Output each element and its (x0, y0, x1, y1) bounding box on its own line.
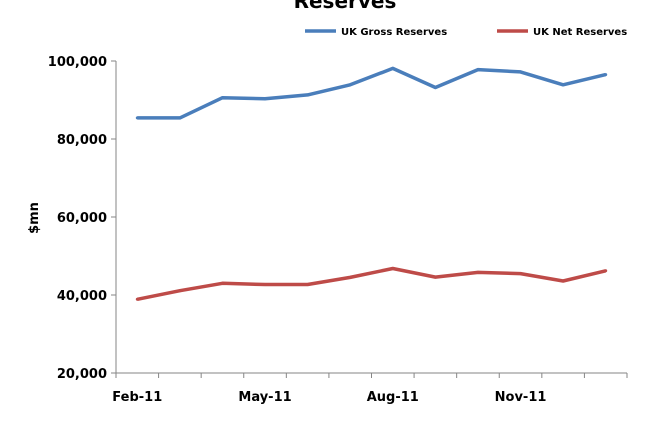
y-tick-label-40-000: 40,000 (57, 289, 107, 304)
axes: 20,000 40,000 60,000 80,000 100,000 Feb-11 May… (48, 55, 628, 405)
data-point-uk-net-reserves-dec-11 (561, 279, 565, 283)
legend-label-uk-net-reserves: UK Net Reserves (533, 27, 627, 38)
y-tick-label-80-000: 80,000 (57, 133, 107, 148)
y-tick-label-100-000: 100,000 (48, 55, 107, 70)
data-point-uk-gross-reserves-apr-11 (221, 96, 224, 100)
chart-title: Reserves (294, 0, 397, 13)
data-point-uk-net-reserves-jan-12 (604, 269, 608, 273)
data-point-uk-net-reserves-oct-11 (476, 270, 480, 274)
x-tick-label-aug-11: Aug-11 (367, 390, 419, 405)
x-tick-label-feb-11: Feb-11 (112, 390, 162, 405)
data-point-uk-net-reserves-feb-11 (135, 297, 139, 301)
x-tick-label-may-11: May-11 (238, 390, 291, 405)
legend: UK Gross Reserves UK Net Reserves (305, 27, 627, 38)
y-tick-label-20-000: 20,000 (57, 367, 107, 382)
data-point-uk-gross-reserves-sep-11 (433, 86, 437, 89)
data-point-uk-net-reserves-sep-11 (433, 275, 437, 279)
data-point-uk-net-reserves-nov-11 (519, 272, 522, 276)
data-point-uk-net-reserves-jun-11 (306, 283, 310, 286)
data-point-uk-gross-reserves-jan-12 (604, 73, 608, 77)
data-point-uk-gross-reserves-may-11 (263, 97, 267, 101)
data-point-uk-gross-reserves-jun-11 (306, 93, 310, 97)
data-point-uk-gross-reserves-feb-11 (135, 116, 139, 120)
legend-label-uk-gross-reserves: UK Gross Reserves (341, 27, 447, 38)
data-point-uk-gross-reserves-aug-11 (391, 66, 395, 70)
data-point-uk-gross-reserves-oct-11 (476, 68, 480, 72)
data-point-uk-net-reserves-may-11 (263, 283, 267, 286)
data-point-uk-gross-reserves-dec-11 (561, 83, 565, 87)
data-point-uk-gross-reserves-mar-11 (178, 116, 182, 120)
series-line-uk-net-reserves (136, 266, 607, 302)
series-layer (135, 66, 608, 302)
data-point-uk-net-reserves-jul-11 (348, 275, 352, 279)
data-point-uk-net-reserves-apr-11 (221, 281, 224, 285)
data-point-uk-net-reserves-mar-11 (178, 289, 182, 293)
data-point-uk-gross-reserves-jul-11 (348, 83, 352, 87)
y-axis-title: $mn (27, 202, 42, 234)
data-point-uk-net-reserves-aug-11 (391, 267, 395, 270)
data-point-uk-gross-reserves-nov-11 (519, 70, 522, 74)
series-line-uk-gross-reserves (137, 66, 607, 120)
x-tick-label-nov-11: Nov-11 (495, 390, 547, 405)
y-tick-label-60-000: 60,000 (57, 211, 107, 226)
